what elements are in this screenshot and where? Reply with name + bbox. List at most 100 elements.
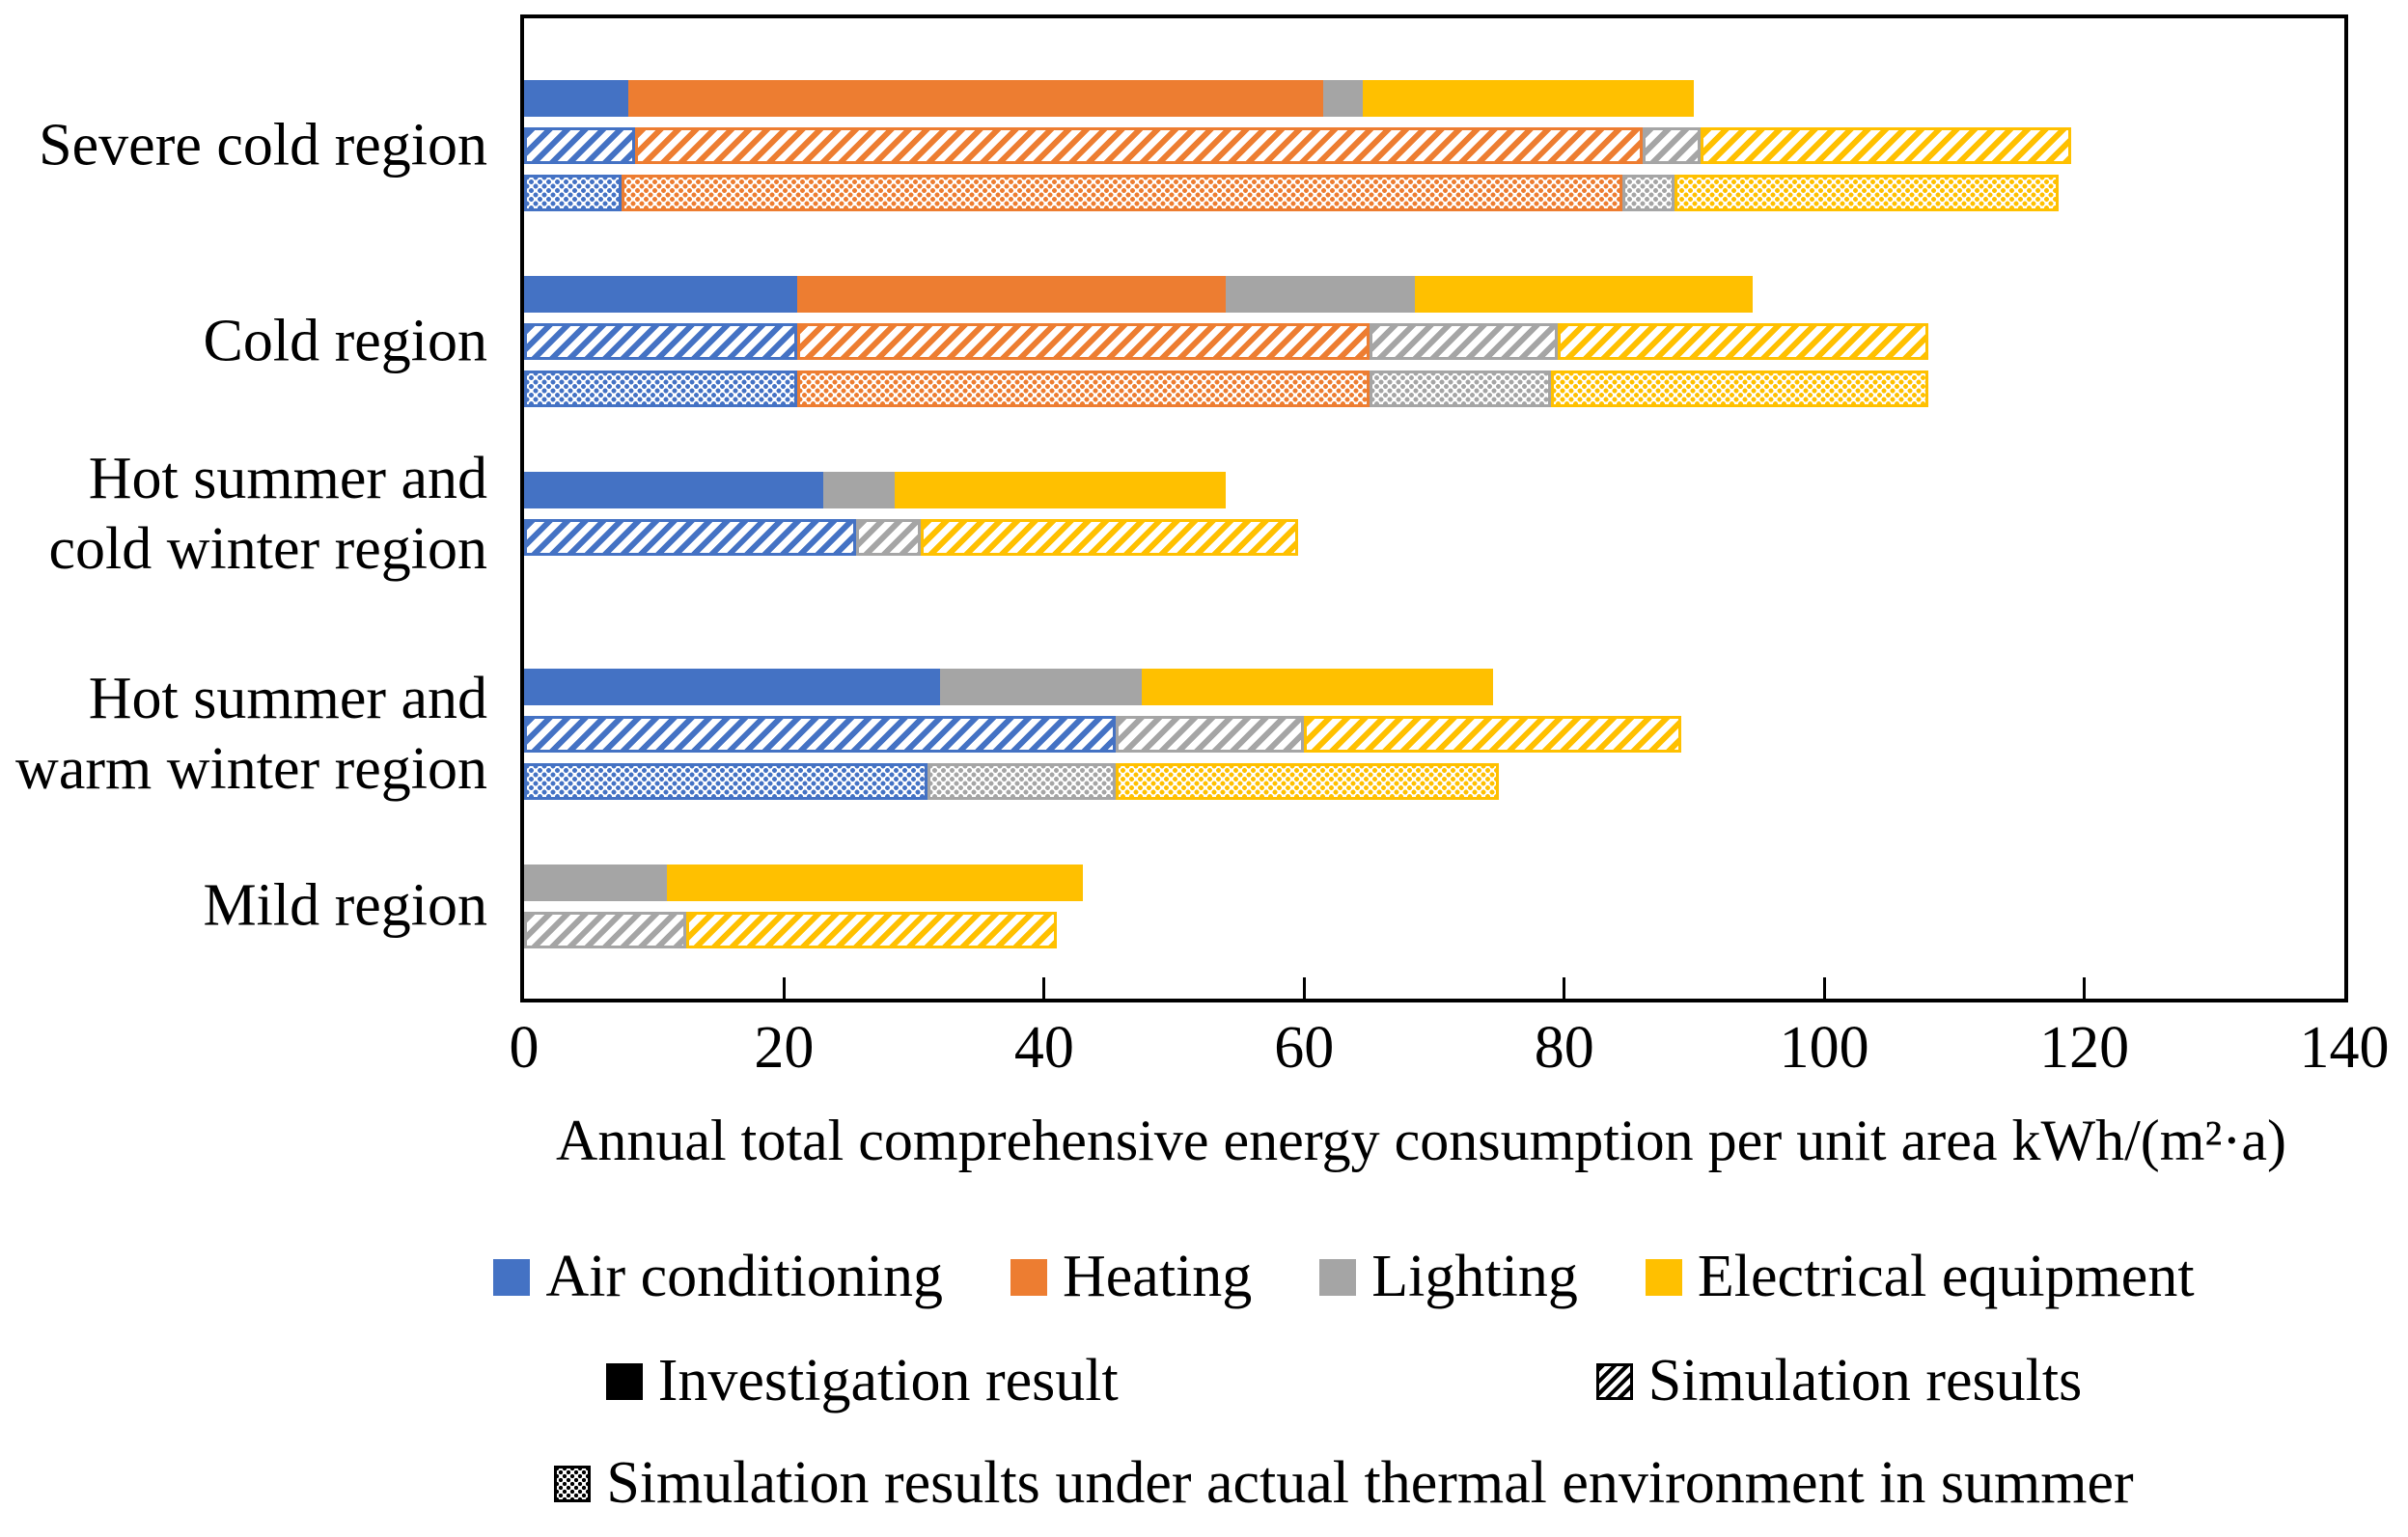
bar-row-mild-region-hatch (524, 911, 1058, 948)
bar-segment-lighting (524, 911, 687, 948)
legend-bar-styles-2: Simulation results under actual thermal … (0, 1449, 2408, 1518)
x-axis-tick-label: 60 (1274, 1015, 1335, 1081)
legend-label: Heating (1063, 1244, 1253, 1309)
legend-label: Investigation result (657, 1348, 1119, 1413)
legend-item-investigation-result: Investigation result (605, 1347, 1119, 1415)
x-axis-tick (2083, 977, 2087, 999)
bar-row-severe-cold-region-dots (524, 175, 2059, 211)
x-axis-tick (1822, 977, 1826, 999)
bar-segment-air-conditioning (524, 276, 797, 314)
x-axis-tick-label: 100 (1779, 1015, 1869, 1081)
solid-pattern-swatch-icon (605, 1362, 643, 1400)
x-axis-tick-label: 120 (2039, 1015, 2130, 1081)
region-label-cold-region: Cold region (203, 308, 487, 374)
bar-segment-electrical-equipment (920, 519, 1298, 557)
bar-segment-electrical-equipment (894, 472, 1227, 509)
x-axis-tick (1042, 977, 1046, 999)
legend-item-simulation-results: Simulation results (1595, 1347, 2083, 1415)
legend-bar-styles: Investigation result Simulation results (0, 1347, 2408, 1415)
bar-segment-air-conditioning (524, 371, 797, 408)
bar-segment-electrical-equipment (1551, 371, 1928, 408)
x-axis-tick (1302, 977, 1306, 999)
bar-segment-electrical-equipment (1701, 127, 2072, 164)
bar-segment-heating (627, 80, 1324, 117)
bar-segment-lighting (1642, 127, 1702, 164)
bar-row-severe-cold-region-hatch (524, 127, 2072, 164)
x-axis-tick-label: 140 (2299, 1015, 2390, 1081)
legend-label: Air conditioning (545, 1244, 944, 1309)
lighting-swatch-icon (1319, 1258, 1357, 1296)
bar-row-mild-region-solid (524, 864, 1084, 901)
region-label-hot-summer-and: Hot summer and warm winter region (15, 665, 487, 802)
x-axis-tick (1563, 977, 1566, 999)
bar-segment-electrical-equipment (1414, 276, 1754, 314)
hatch-pattern-swatch-icon (1595, 1362, 1633, 1400)
region-label-mild-region: Mild region (203, 872, 487, 939)
bar-row-hot-summer-and-solid (524, 668, 1493, 705)
bar-segment-electrical-equipment (1115, 762, 1500, 800)
bar-row-cold-region-solid (524, 276, 1754, 314)
bar-segment-air-conditioning (524, 472, 823, 509)
bar-segment-heating (796, 323, 1370, 361)
dots-pattern-swatch-icon (554, 1465, 592, 1502)
legend-components: Air conditioning Heating Lighting Electr… (0, 1243, 2408, 1311)
bar-segment-lighting (940, 668, 1142, 705)
legend-item-lighting: Lighting (1319, 1243, 1578, 1311)
bar-segment-electrical-equipment (1362, 80, 1695, 117)
x-axis-tick-label: 20 (754, 1015, 815, 1081)
bar-segment-air-conditioning (524, 323, 797, 361)
bar-segment-lighting (1369, 323, 1558, 361)
bar-segment-lighting (1226, 276, 1415, 314)
legend-label: Electrical equipment (1697, 1244, 2195, 1309)
region-label-severe-cold-region: Severe cold region (39, 112, 487, 178)
bar-segment-lighting (855, 519, 921, 557)
x-axis-title: Annual total comprehensive energy consum… (556, 1109, 2286, 1172)
bar-segment-lighting (524, 864, 668, 901)
legend-item-electrical-equipment: Electrical equipment (1645, 1243, 2195, 1311)
legend-item-simulation-actual-summer: Simulation results under actual thermal … (554, 1449, 2134, 1518)
bar-segment-heating (796, 371, 1370, 408)
x-axis-tick-label: 80 (1534, 1015, 1594, 1081)
legend-item-air-conditioning: Air conditioning (493, 1243, 943, 1311)
bar-segment-lighting (1115, 715, 1305, 753)
bar-row-hot-summer-and-hatch (524, 715, 1681, 753)
bar-segment-air-conditioning (524, 762, 927, 800)
bar-segment-heating (622, 175, 1623, 211)
bar-segment-electrical-equipment (1304, 715, 1681, 753)
bar-row-hot-summer-and-dots (524, 762, 1500, 800)
legend-label: Simulation results (1647, 1348, 2083, 1413)
electrical-equipment-swatch-icon (1645, 1258, 1682, 1296)
heating-swatch-icon (1010, 1258, 1048, 1296)
bar-segment-lighting (1323, 80, 1363, 117)
bar-segment-air-conditioning (524, 519, 856, 557)
bar-segment-lighting (1622, 175, 1675, 211)
x-axis-tick-label: 0 (509, 1015, 540, 1081)
bar-row-cold-region-hatch (524, 323, 1928, 361)
legend-item-heating: Heating (1010, 1243, 1252, 1311)
bar-row-hot-summer-and-solid (524, 472, 1227, 509)
bar-segment-air-conditioning (524, 127, 635, 164)
bar-segment-lighting (927, 762, 1116, 800)
bar-segment-electrical-equipment (1141, 668, 1493, 705)
bar-row-cold-region-dots (524, 371, 1928, 408)
bar-segment-electrical-equipment (1557, 323, 1928, 361)
bar-segment-heating (796, 276, 1227, 314)
bar-segment-air-conditioning (524, 715, 1116, 753)
legend-label: Lighting (1371, 1244, 1578, 1309)
bar-segment-electrical-equipment (1675, 175, 2059, 211)
legend-label: Simulation results under actual thermal … (606, 1450, 2134, 1516)
bar-row-hot-summer-and-hatch (524, 519, 1298, 557)
bar-segment-electrical-equipment (686, 911, 1058, 948)
bar-segment-air-conditioning (524, 668, 941, 705)
bar-row-severe-cold-region-solid (524, 80, 1695, 117)
bar-segment-electrical-equipment (667, 864, 1084, 901)
bar-segment-heating (634, 127, 1643, 164)
bar-segment-lighting (1369, 371, 1552, 408)
x-axis-tick (782, 977, 786, 999)
bar-segment-lighting (822, 472, 895, 509)
plot-area (520, 14, 2348, 1002)
bar-segment-air-conditioning (524, 175, 623, 211)
air-conditioning-swatch-icon (493, 1258, 531, 1296)
bar-segment-air-conditioning (524, 80, 628, 117)
